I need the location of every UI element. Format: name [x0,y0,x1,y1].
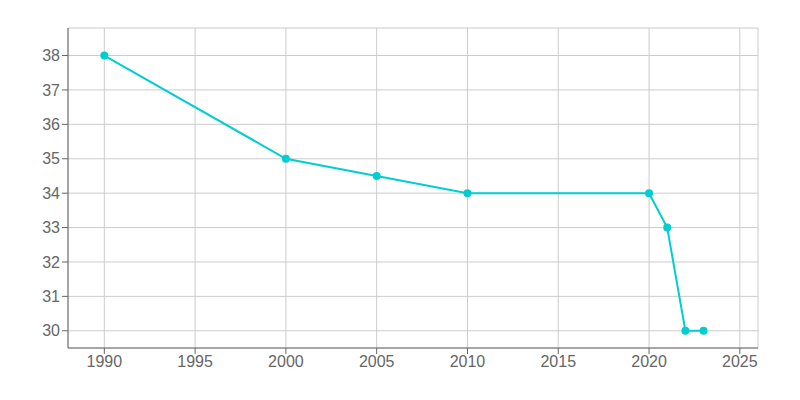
svg-text:2020: 2020 [631,353,667,370]
svg-text:1990: 1990 [87,353,123,370]
svg-text:38: 38 [42,47,60,64]
svg-text:2025: 2025 [722,353,758,370]
svg-text:2015: 2015 [540,353,576,370]
svg-text:1995: 1995 [177,353,213,370]
svg-text:33: 33 [42,219,60,236]
svg-text:34: 34 [42,185,60,202]
svg-text:2010: 2010 [450,353,486,370]
svg-text:37: 37 [42,82,60,99]
svg-text:32: 32 [42,254,60,271]
svg-text:31: 31 [42,288,60,305]
svg-text:2000: 2000 [268,353,304,370]
svg-text:36: 36 [42,116,60,133]
svg-text:35: 35 [42,150,60,167]
svg-text:30: 30 [42,322,60,339]
svg-text:2005: 2005 [359,353,395,370]
